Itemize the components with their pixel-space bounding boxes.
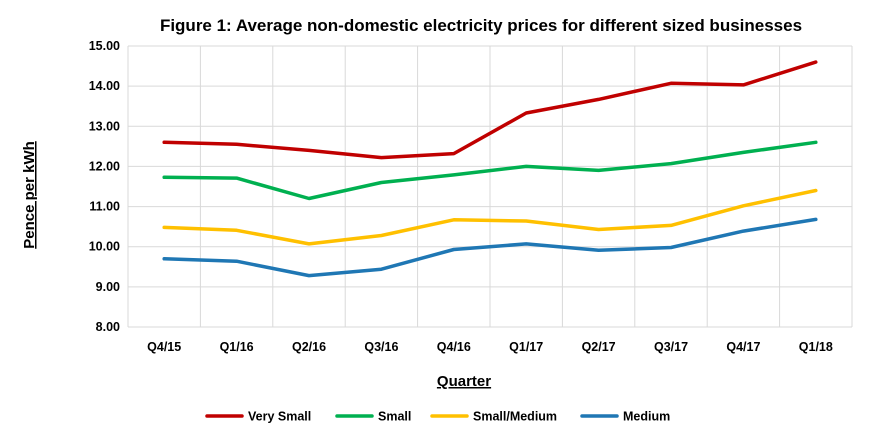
x-tick-label: Q1/17 [509, 340, 543, 354]
x-axis-label: Quarter [437, 373, 491, 390]
x-tick-label: Q3/17 [654, 340, 688, 354]
legend-label-very-small: Very Small [248, 410, 311, 424]
legend: Very Small Small Small/Medium Medium [205, 410, 670, 424]
y-axis-ticks: 8.00 9.00 10.00 11.00 12.00 13.00 14.00 15.00 [89, 39, 120, 334]
x-tick-label: Q3/16 [364, 340, 398, 354]
legend-label-small-medium: Small/Medium [473, 410, 557, 424]
y-tick-label: 11.00 [89, 200, 120, 214]
chart-title: Figure 1: Average non-domestic electrici… [160, 16, 802, 35]
x-axis-ticks: Q4/15 Q1/16 Q2/16 Q3/16 Q4/16 Q1/17 Q2/17 Q3/17… [147, 340, 833, 354]
y-tick-label: 10.00 [89, 240, 120, 254]
y-tick-label: 9.00 [96, 280, 120, 294]
y-tick-label: 15.00 [89, 39, 120, 53]
x-tick-label: Q4/16 [437, 340, 471, 354]
y-tick-label: 8.00 [96, 320, 120, 334]
x-tick-label: Q4/17 [726, 340, 760, 354]
y-tick-label: 14.00 [89, 79, 120, 93]
legend-label-medium: Medium [623, 410, 670, 424]
grid [127, 45, 853, 328]
y-tick-label: 12.00 [89, 159, 120, 173]
series-line-small-medium [162, 188, 818, 246]
x-tick-label: Q2/17 [582, 340, 616, 354]
series-line-medium [162, 217, 818, 278]
series-line-very-small [162, 60, 818, 160]
y-axis-label: Pence per kWh [21, 141, 38, 249]
x-tick-label: Q1/18 [799, 340, 833, 354]
x-tick-label: Q4/15 [147, 340, 181, 354]
y-tick-label: 13.00 [89, 119, 120, 133]
series-lines [162, 60, 818, 278]
legend-label-small: Small [378, 410, 411, 424]
x-tick-label: Q1/16 [220, 340, 254, 354]
x-tick-label: Q2/16 [292, 340, 326, 354]
series-line-small [162, 140, 818, 201]
